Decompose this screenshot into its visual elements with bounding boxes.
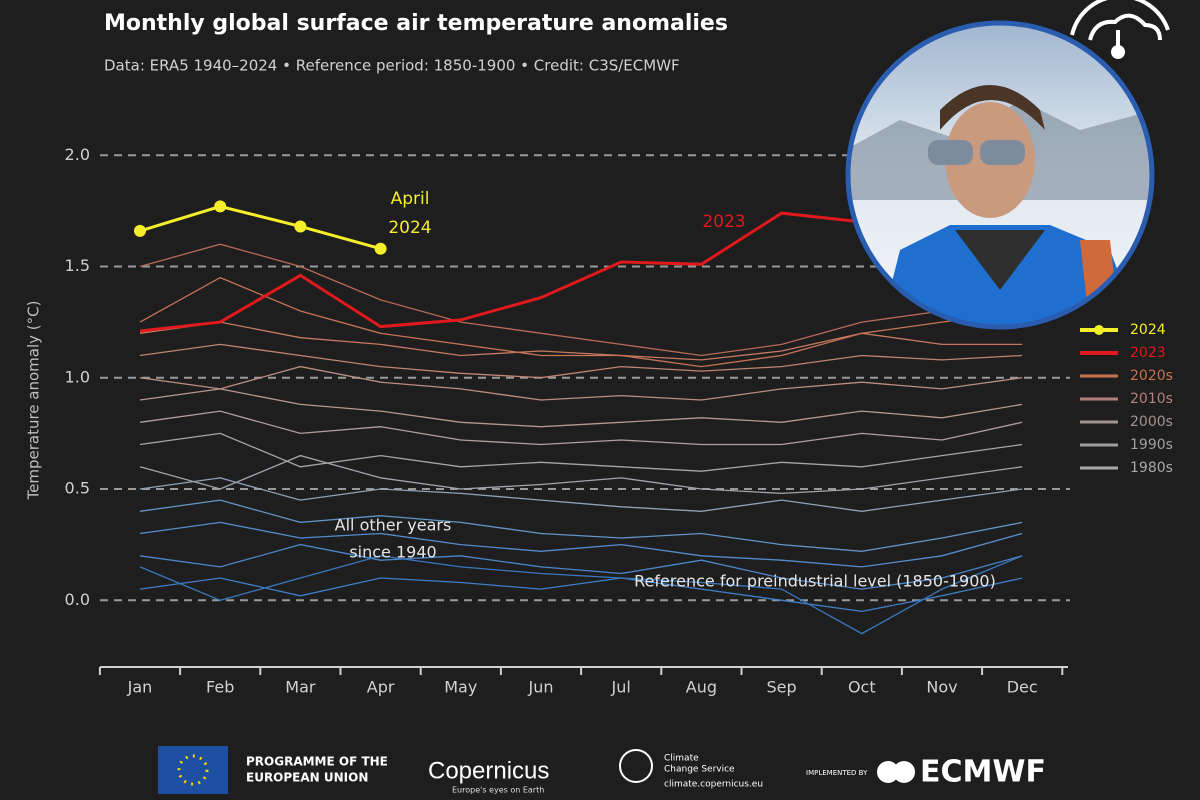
x-tick-label: Aug [686, 678, 717, 697]
background-line [139, 555, 1023, 635]
ecmwf-icon [893, 761, 915, 783]
x-tick-label: Nov [926, 678, 957, 697]
x-tick-label: Oct [848, 678, 876, 697]
background-line [139, 276, 1023, 368]
point [214, 200, 227, 213]
x-tick-label: Mar [285, 678, 316, 697]
background-line [139, 477, 1023, 512]
x-tick-label: Feb [206, 678, 234, 697]
logo [1070, 0, 1170, 59]
legend: 2024 2023 2020s 2010s 2000s 1990s 1980s [1080, 322, 1173, 476]
point [294, 220, 307, 233]
annotation: 2023 [702, 212, 745, 232]
background-line [139, 543, 1023, 590]
legend-label: 2023 [1130, 345, 1166, 361]
c3s-icon [619, 749, 653, 783]
y-tick-label: 1.0 [65, 367, 90, 386]
eu-text: EUROPEAN UNION [246, 771, 368, 785]
x-tick-label: Dec [1007, 678, 1038, 697]
c3s-text: Climate [664, 754, 699, 764]
c3s-text: Change Service [664, 765, 735, 775]
y-tick-label: 0.5 [65, 479, 90, 498]
annotation: since 1940 [349, 543, 436, 562]
legend-label: 2000s [1130, 414, 1173, 430]
eu-text: PROGRAMME OF THE [246, 755, 388, 769]
background-line [139, 388, 1023, 428]
plot-area: 0.0 0.5 1.0 1.5 2.0 Jan Feb Mar Apr May Jun Jul Aug S… [65, 145, 1070, 697]
background-line [139, 521, 1023, 568]
photo [845, 20, 1155, 330]
legend-label: 2010s [1130, 391, 1173, 407]
x-tick-label: Jun [528, 678, 554, 697]
eu-stars [177, 754, 209, 786]
background-line [139, 410, 1023, 446]
chart-subtitle: Data: ERA5 1940–2024 • Reference period:… [104, 57, 680, 75]
x-tick-label: Jan [127, 678, 153, 697]
x-tick-label: Sep [767, 678, 797, 697]
copernicus-tagline: Europe's eyes on Earth [452, 786, 544, 795]
annotation: April [391, 189, 430, 209]
series-line [139, 204, 382, 251]
background-line [139, 321, 1023, 361]
x-tick-label: Apr [367, 678, 395, 697]
implemented-by: IMPLEMENTED BY [806, 769, 868, 777]
ecmwf-logo: ECMWF [920, 755, 1046, 790]
annotation: All other years [335, 516, 452, 535]
point [134, 224, 146, 237]
c3s-url: climate.copernicus.eu [664, 780, 763, 790]
legend-marker [1094, 325, 1104, 335]
y-tick-label: 0.0 [65, 590, 90, 609]
background-line [139, 343, 1023, 379]
y-tick-label: 1.5 [65, 256, 90, 275]
footer: PROGRAMME OF THE EUROPEAN UNION Copernic… [158, 746, 1046, 795]
copernicus-logo: Copernicus [428, 757, 549, 784]
background-line [139, 365, 1023, 401]
legend-label: 1980s [1130, 460, 1173, 476]
x-tick-label: Jul [611, 678, 631, 697]
x-tick-label: May [444, 678, 477, 697]
annotation: Reference for preindustrial level (1850-… [634, 572, 996, 591]
point [374, 242, 387, 255]
eu-flag [158, 746, 228, 794]
background-line [139, 499, 1023, 552]
chart-title: Monthly global surface air temperature a… [104, 11, 728, 36]
annotation: 2024 [388, 218, 431, 238]
y-tick-label: 2.0 [65, 145, 90, 164]
y-axis-label: Temperature anomaly (°C) [25, 301, 43, 501]
legend-label: 2024 [1130, 322, 1166, 338]
ecmwf-icon [877, 761, 899, 783]
legend-label: 1990s [1130, 437, 1173, 453]
legend-label: 2020s [1130, 368, 1173, 384]
background-line [139, 577, 1023, 613]
background-line [139, 432, 1023, 472]
background-line [139, 243, 1023, 357]
